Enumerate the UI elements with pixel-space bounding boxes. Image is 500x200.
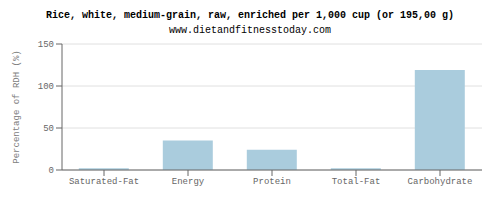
svg-text:Saturated-Fat: Saturated-Fat — [69, 177, 139, 187]
svg-text:Energy: Energy — [172, 177, 205, 187]
svg-text:Total-Fat: Total-Fat — [332, 177, 381, 187]
html-text:Rice, white, medium-grain, raw: Rice, white, medium-grain, raw, enriched… — [46, 10, 454, 21]
svg-text:Percentage of RDH (%): Percentage of RDH (%) — [12, 50, 22, 163]
svg-text:100: 100 — [38, 82, 54, 92]
svg-text:Protein: Protein — [253, 177, 291, 187]
html-text:www.dietandfitnesstoday.com: www.dietandfitnesstoday.com — [169, 25, 331, 36]
svg-text:50: 50 — [43, 124, 54, 134]
svg-text:0: 0 — [49, 166, 54, 176]
svg-text:Carbohydrate: Carbohydrate — [408, 177, 473, 187]
svg-text:150: 150 — [38, 40, 54, 50]
